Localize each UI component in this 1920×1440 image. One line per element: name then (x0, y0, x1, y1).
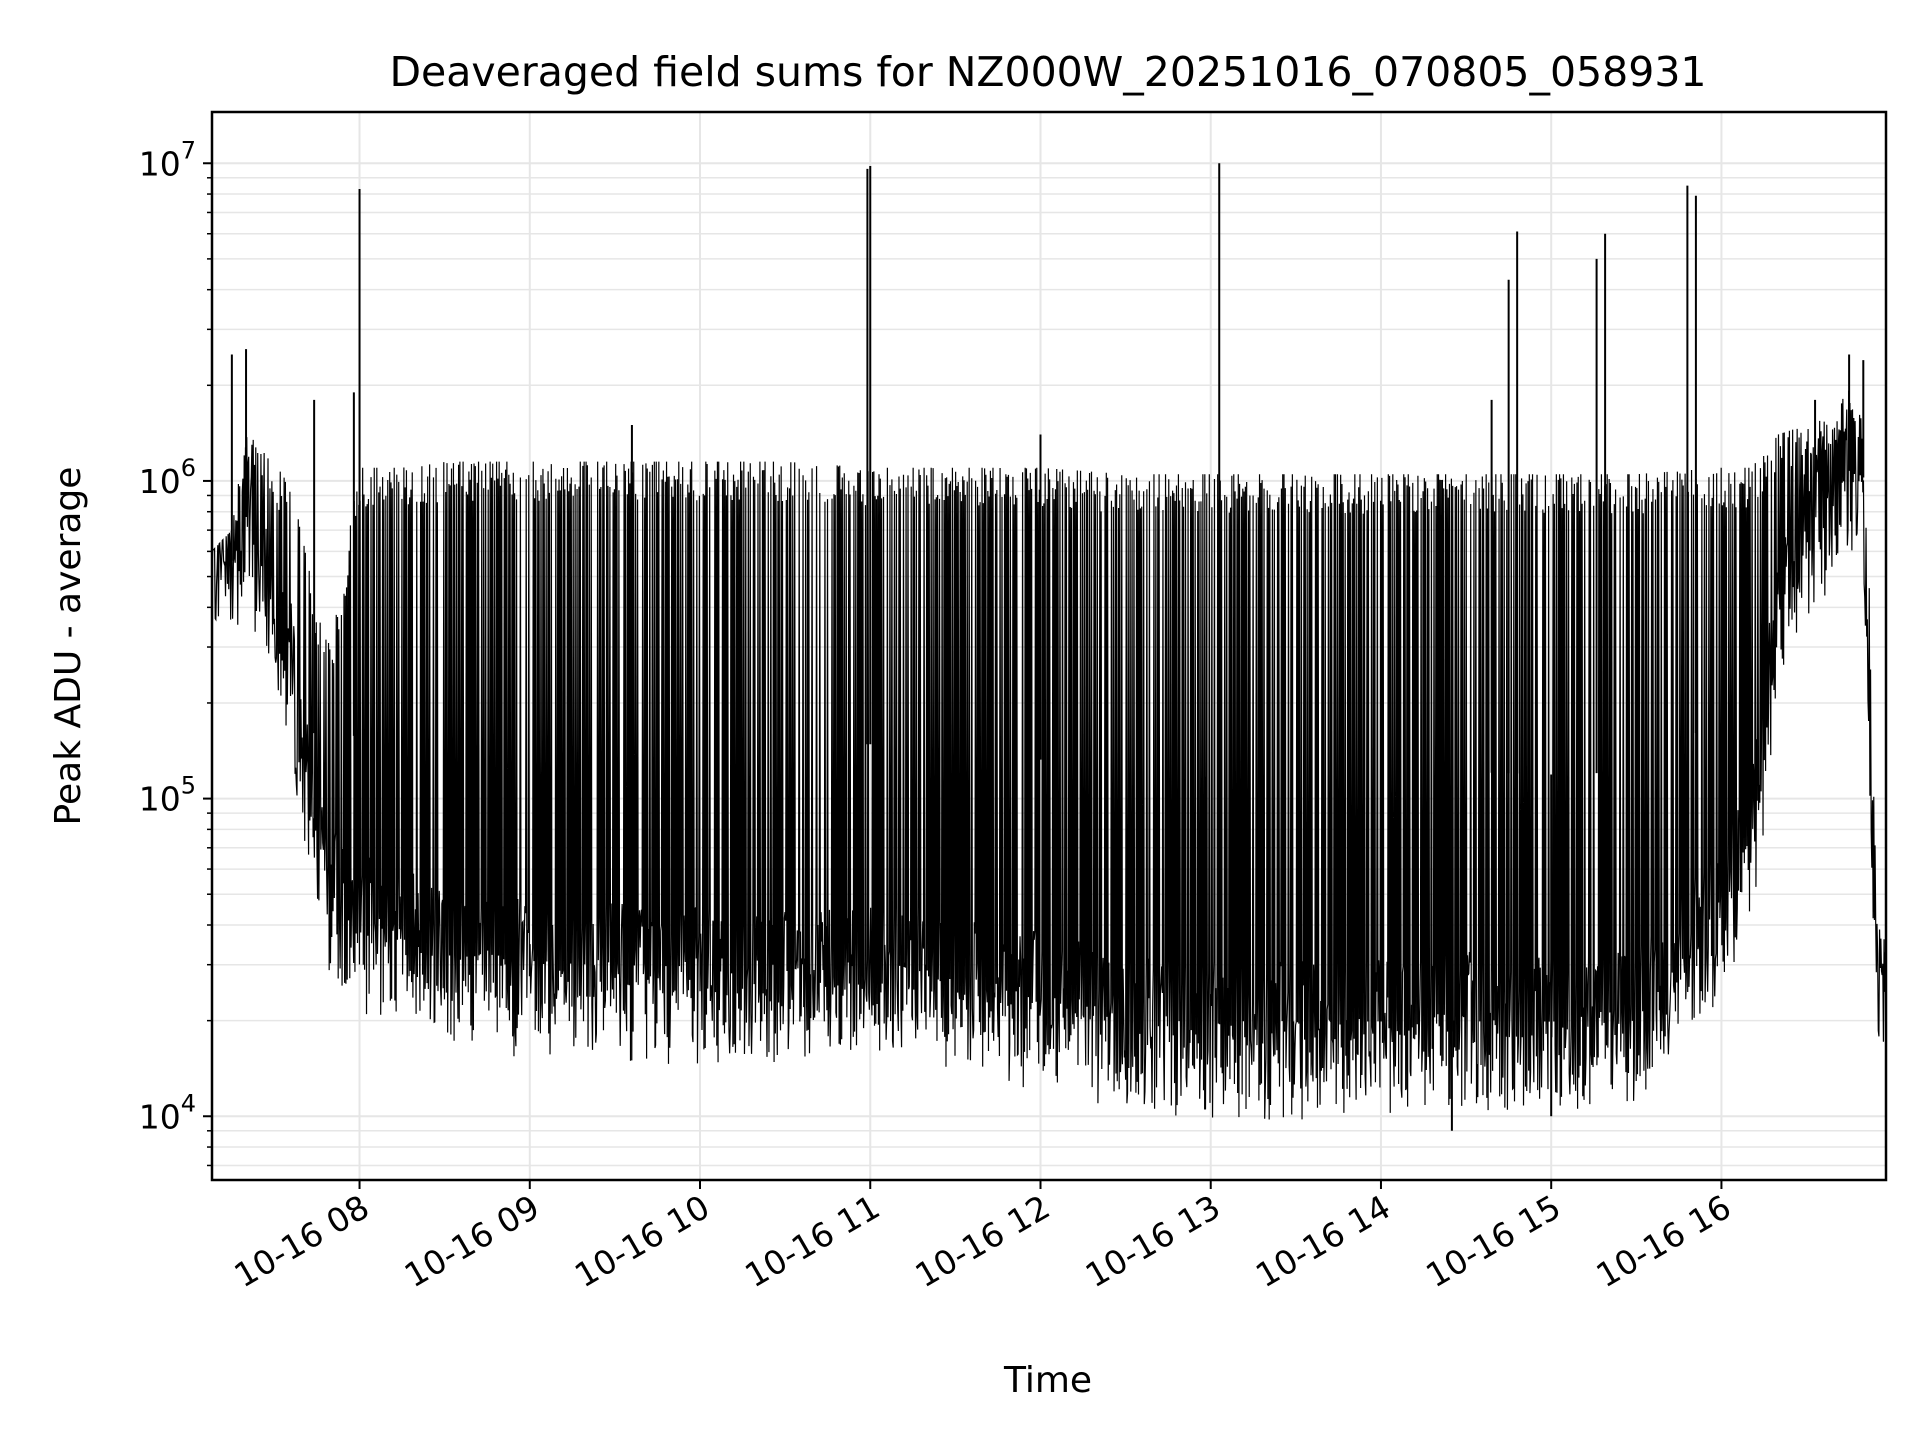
x-axis-label: Time (1003, 1360, 1092, 1401)
series-line (211, 163, 1887, 1131)
chart-title: Deaveraged field sums for NZ000W_2025101… (389, 48, 1706, 96)
plot-frame (210, 110, 1888, 1182)
y-tick-label: 106 (139, 454, 196, 501)
y-tick-label: 105 (139, 772, 196, 819)
y-tick-label: 107 (139, 136, 196, 183)
series-trace (211, 390, 1887, 1120)
y-axis: 104 105 106 107 (139, 136, 212, 1167)
y-axis-label: Peak ADU - average (48, 467, 89, 826)
y-tick-label: 104 (139, 1089, 196, 1136)
